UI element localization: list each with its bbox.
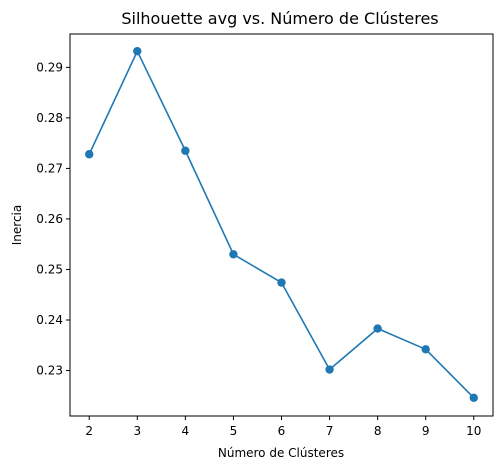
data-point: [373, 324, 382, 333]
x-tick-label: 8: [374, 424, 382, 438]
y-tick-label: 0.26: [36, 212, 63, 226]
y-tick-label: 0.27: [36, 161, 63, 175]
x-axis-label: Número de Clústeres: [218, 446, 344, 460]
x-tick-label: 5: [230, 424, 238, 438]
data-point: [133, 46, 142, 56]
x-tick-label: 9: [422, 424, 430, 438]
y-tick-label: 0.28: [36, 111, 63, 125]
x-tick-label: 3: [133, 424, 141, 438]
x-tick-label: 10: [466, 424, 481, 438]
plot-frame: [69, 33, 494, 417]
data-point: [85, 150, 94, 159]
data-point: [469, 393, 478, 403]
y-axis-label: Inercia: [10, 205, 24, 245]
x-tick-label: 7: [326, 424, 334, 438]
x-tick-label: 2: [85, 424, 93, 438]
y-tick-label: 0.29: [36, 60, 63, 74]
data-point: [325, 365, 334, 374]
data-point: [421, 345, 430, 354]
data-point: [277, 278, 286, 287]
x-axis: 2 3 4 5 6 7 8 9 10: [85, 416, 481, 438]
y-tick-label: 0.24: [36, 313, 63, 327]
chart-title: Silhouette avg vs. Número de Clústeres: [121, 9, 438, 28]
data-point: [181, 146, 190, 155]
x-tick-label: 6: [278, 424, 286, 438]
series-line: [88, 50, 475, 399]
x-tick-label: 4: [182, 424, 190, 438]
data-point: [229, 250, 238, 259]
y-tick-label: 0.23: [36, 364, 63, 378]
y-tick-label: 0.25: [36, 262, 63, 276]
y-axis: 0.23 0.24 0.25 0.26 0.27 0.28 0.29: [36, 60, 70, 378]
series-layer: [85, 46, 478, 403]
